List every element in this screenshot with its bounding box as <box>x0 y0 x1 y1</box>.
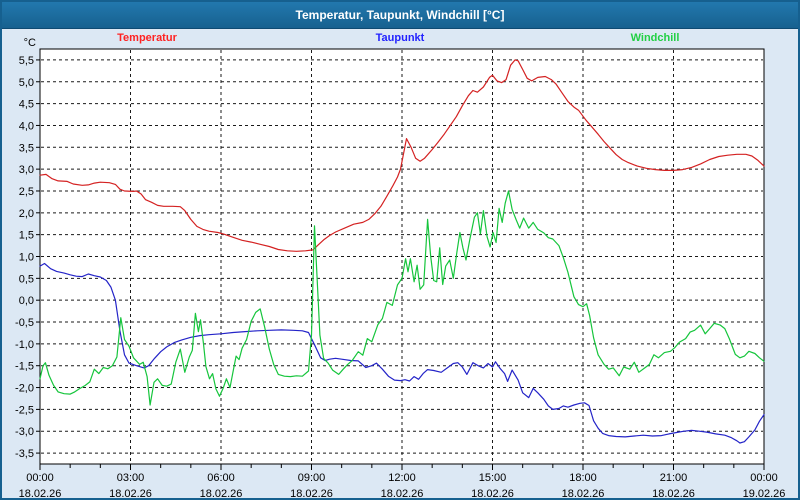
x-axis-time-label: 21:00 <box>660 472 688 484</box>
y-axis-unit: °C <box>24 37 36 49</box>
y-axis-label: -1,5 <box>15 361 34 373</box>
y-axis-label: 3,0 <box>19 164 34 176</box>
y-axis-label: 1,5 <box>19 230 34 242</box>
y-axis-label: 0,0 <box>19 295 34 307</box>
y-axis-label: 0,5 <box>19 273 34 285</box>
x-axis-time-label: 12:00 <box>388 472 416 484</box>
y-axis-label: 2,0 <box>19 208 34 220</box>
y-axis-label: -3,0 <box>15 426 34 438</box>
x-axis-time-label: 15:00 <box>479 472 507 484</box>
series-line-windchill <box>39 190 765 406</box>
legend-windchill: Windchill <box>630 32 680 44</box>
x-axis-date-label: 18.02.26 <box>562 488 605 500</box>
y-axis-label: 1,0 <box>19 252 34 264</box>
y-axis-label: 4,0 <box>19 120 34 132</box>
x-axis-time-label: 03:00 <box>117 472 145 484</box>
y-axis-label: -1,0 <box>15 339 34 351</box>
x-axis-date-label: 18.02.26 <box>19 488 62 500</box>
legend-temperatur: Temperatur <box>117 32 177 44</box>
x-axis-date-label: 18.02.26 <box>200 488 243 500</box>
window-titlebar: Temperatur, Taupunkt, Windchill [°C] <box>2 2 798 29</box>
x-axis-time-label: 00:00 <box>26 472 54 484</box>
x-axis-date-label: 18.02.26 <box>109 488 152 500</box>
y-axis-label: 3,5 <box>19 142 34 154</box>
series-line-taupunkt <box>39 262 765 444</box>
x-axis-time-label: 18:00 <box>569 472 597 484</box>
x-axis-date-label: 18.02.26 <box>290 488 333 500</box>
x-axis-time-label: 06:00 <box>207 472 235 484</box>
x-axis-date-label: 18.02.26 <box>652 488 695 500</box>
x-axis-date-label: 18.02.26 <box>381 488 424 500</box>
legend-taupunkt: Taupunkt <box>375 32 425 44</box>
y-axis-label: 2,5 <box>19 186 34 198</box>
x-axis-time-label: 09:00 <box>298 472 326 484</box>
y-axis-label: -3,5 <box>15 448 34 460</box>
x-axis-date-label: 19.02.26 <box>743 488 786 500</box>
y-axis-label: -0,5 <box>15 317 34 329</box>
x-axis-date-label: 18.02.26 <box>471 488 514 500</box>
series-line-temperatur <box>39 59 765 252</box>
y-axis-label: 4,5 <box>19 99 34 111</box>
x-axis-time-label: 00:00 <box>750 472 778 484</box>
y-axis-label: 5,0 <box>19 77 34 89</box>
y-axis-label: -2,0 <box>15 383 34 395</box>
window-title: Temperatur, Taupunkt, Windchill [°C] <box>295 8 505 22</box>
y-axis-label: 5,5 <box>19 55 34 67</box>
y-axis-label: -2,5 <box>15 404 34 416</box>
